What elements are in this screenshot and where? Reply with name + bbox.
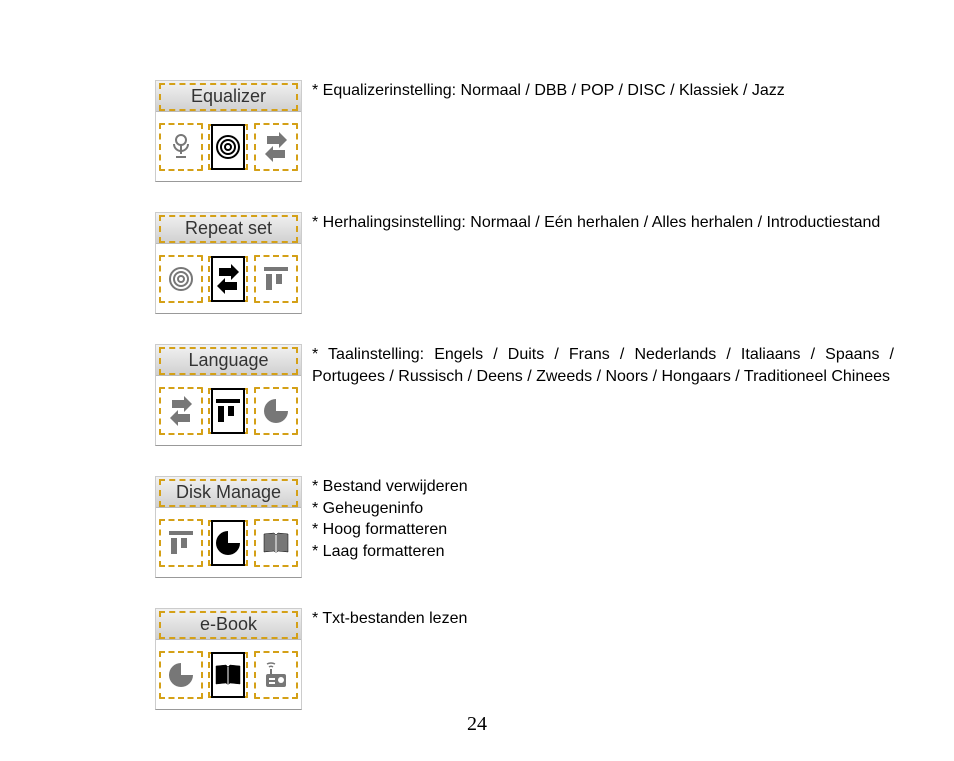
- section-description: * Txt-bestanden lezen: [312, 608, 894, 630]
- dash-highlight: [208, 256, 248, 302]
- icon-row: [156, 508, 301, 576]
- icon-row: [156, 640, 301, 708]
- description-line: * Bestand verwijderen: [312, 476, 894, 498]
- section-row: Disk Manage* Bestand verwijderen* Geheug…: [155, 476, 894, 578]
- book-icon: [261, 528, 291, 558]
- disc-icon: [213, 528, 243, 558]
- disc-icon: [261, 396, 291, 426]
- section-row: Repeat set * Herhalingsinstelling: Normaa…: [155, 212, 894, 314]
- selected-icon-box: [211, 124, 245, 170]
- swap-icon: [166, 396, 196, 426]
- description-line: * Equalizerinstelling: Normaal / DBB / P…: [312, 80, 894, 102]
- section-row: Equalizer * Equalizerinstelling: Normaal …: [155, 80, 894, 182]
- dash-highlight: [208, 652, 248, 698]
- disc-icon: [166, 660, 196, 690]
- target-icon: [213, 132, 243, 162]
- icon-slot: [159, 255, 203, 303]
- section-row: Language* Taalinstelling: Engels / Duits…: [155, 344, 894, 446]
- mic-icon: [166, 132, 196, 162]
- section-description: * Equalizerinstelling: Normaal / DBB / P…: [312, 80, 894, 102]
- icon-slot: [254, 255, 298, 303]
- section-rows: Equalizer * Equalizerinstelling: Normaal …: [155, 80, 894, 710]
- dash-highlight: [208, 520, 248, 566]
- icon-row: [156, 112, 301, 180]
- icon-slot: [159, 123, 203, 171]
- header-dash-highlight: [159, 611, 298, 639]
- header-dash-highlight: [159, 83, 298, 111]
- section-description: * Taalinstelling: Engels / Duits / Frans…: [312, 344, 894, 387]
- icon-slot: [254, 519, 298, 567]
- menu-panel: Disk Manage: [155, 476, 302, 578]
- dash-highlight: [208, 124, 248, 170]
- selected-icon-box: [211, 388, 245, 434]
- description-line: * Laag formatteren: [312, 541, 894, 563]
- swap-icon: [213, 264, 243, 294]
- menu-panel: Repeat set: [155, 212, 302, 314]
- icon-row: [156, 244, 301, 312]
- book-icon: [213, 660, 243, 690]
- page-number: 24: [0, 713, 954, 736]
- bars-icon: [166, 528, 196, 558]
- description-line: * Txt-bestanden lezen: [312, 608, 894, 630]
- header-dash-highlight: [159, 347, 298, 375]
- icon-slot: [159, 651, 203, 699]
- target-icon: [166, 264, 196, 294]
- description-line: * Taalinstelling: Engels / Duits / Frans…: [312, 344, 894, 387]
- menu-panel: Equalizer: [155, 80, 302, 182]
- icon-slot: [159, 387, 203, 435]
- header-dash-highlight: [159, 479, 298, 507]
- manual-page: Equalizer * Equalizerinstelling: Normaal …: [0, 0, 954, 761]
- selected-icon-box: [211, 520, 245, 566]
- section-row: e-Book * Txt-bestanden lezen: [155, 608, 894, 710]
- selected-icon-box: [211, 256, 245, 302]
- icon-slot: [254, 123, 298, 171]
- icon-slot: [254, 651, 298, 699]
- selected-icon-box: [211, 652, 245, 698]
- icon-row: [156, 376, 301, 444]
- header-dash-highlight: [159, 215, 298, 243]
- icon-slot: [159, 519, 203, 567]
- section-description: * Bestand verwijderen* Geheugeninfo* Hoo…: [312, 476, 894, 562]
- bars-icon: [213, 396, 243, 426]
- radio-icon: [261, 660, 291, 690]
- menu-panel: Language: [155, 344, 302, 446]
- description-line: * Herhalingsinstelling: Normaal / Eén he…: [312, 212, 894, 234]
- icon-slot: [254, 387, 298, 435]
- bars-icon: [261, 264, 291, 294]
- dash-highlight: [208, 388, 248, 434]
- description-line: * Hoog formatteren: [312, 519, 894, 541]
- menu-panel: e-Book: [155, 608, 302, 710]
- section-description: * Herhalingsinstelling: Normaal / Eén he…: [312, 212, 894, 234]
- description-line: * Geheugeninfo: [312, 498, 894, 520]
- swap-icon: [261, 132, 291, 162]
